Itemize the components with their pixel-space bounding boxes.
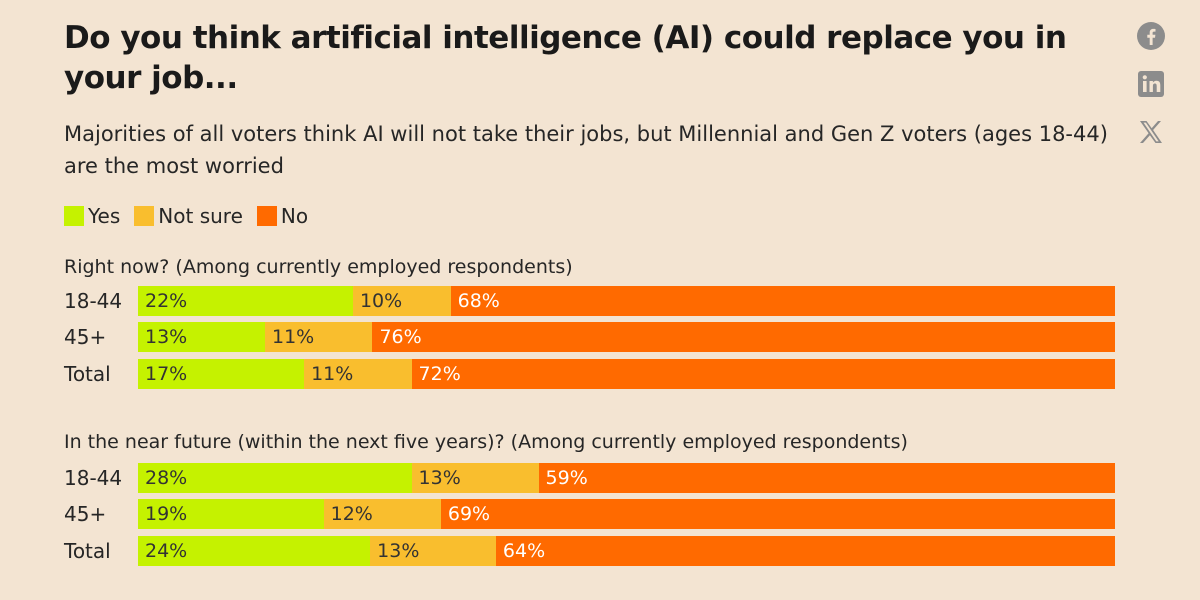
bar-segment-no: 64%	[495, 536, 1115, 566]
legend-label-not-sure: Not sure	[158, 204, 243, 228]
panel-title-2: In the near future (within the next five…	[64, 431, 908, 453]
bar-row: 19% 12% 69%	[138, 499, 1115, 529]
bar-row: 28% 13% 59%	[138, 463, 1115, 493]
data-label: 69%	[447, 503, 491, 525]
legend-swatch-yes	[64, 206, 84, 226]
data-label: 11%	[311, 363, 354, 385]
bar-segment-not-sure: 11%	[304, 359, 412, 389]
data-label: 24%	[145, 540, 188, 562]
data-label: 13%	[145, 326, 188, 348]
bar-segment-not-sure: 11%	[265, 322, 373, 352]
facebook-icon	[1137, 22, 1165, 50]
data-label: 72%	[418, 363, 461, 385]
data-label: 68%	[457, 290, 500, 312]
x-icon	[1140, 121, 1162, 143]
category-label-45: 45+	[64, 502, 107, 526]
bar-segment-no: 69%	[440, 499, 1115, 529]
data-label: 22%	[145, 290, 188, 312]
bar-segment-not-sure: 13%	[370, 536, 496, 566]
bar-segment-yes: 17%	[138, 359, 305, 389]
legend-label-yes: Yes	[88, 204, 121, 228]
bar-segment-no: 76%	[372, 322, 1115, 352]
x-share-button[interactable]	[1134, 115, 1168, 149]
bar-segment-yes: 22%	[138, 286, 353, 316]
legend-item-yes: Yes	[64, 204, 120, 228]
bar-segment-yes: 28%	[138, 463, 412, 493]
category-label-18-44: 18-44	[64, 466, 123, 490]
legend: Yes Not sure No	[64, 202, 322, 230]
category-label-18-44: 18-44	[64, 289, 123, 313]
facebook-share-button[interactable]	[1134, 19, 1168, 53]
bar-segment-not-sure: 13%	[411, 463, 539, 493]
bar-row: 22% 10% 68%	[138, 286, 1115, 316]
bar-row: 13% 11% 76%	[138, 322, 1115, 352]
bar-segment-no: 68%	[450, 286, 1115, 316]
chart-title: Do you think artificial intelligence (AI…	[64, 20, 1067, 96]
legend-swatch-no	[256, 206, 277, 226]
legend-swatch-not-sure	[134, 206, 155, 226]
bar-row: 24% 13% 64%	[138, 536, 1115, 566]
data-label: 76%	[379, 326, 422, 348]
data-label: 12%	[330, 503, 373, 525]
data-label: 59%	[545, 467, 588, 489]
linkedin-share-button[interactable]	[1134, 67, 1168, 101]
linkedin-icon	[1138, 71, 1164, 97]
category-label-total: Total	[64, 362, 111, 386]
legend-label-no: No	[280, 204, 309, 228]
bar-segment-not-sure: 10%	[352, 286, 451, 316]
data-label: 10%	[359, 290, 403, 312]
data-label: 19%	[145, 503, 188, 525]
bar-row: 17% 11% 72%	[138, 359, 1115, 389]
legend-item-no: No	[256, 204, 309, 228]
bar-segment-yes: 19%	[138, 499, 324, 529]
bar-segment-no: 72%	[411, 359, 1115, 389]
bar-segment-yes: 13%	[138, 322, 265, 352]
panel-title-1: Right now? (Among currently employed res…	[64, 256, 573, 278]
data-label: 11%	[272, 326, 315, 348]
data-label: 13%	[418, 467, 461, 489]
category-label-45: 45+	[64, 325, 107, 349]
bar-segment-no: 59%	[538, 463, 1115, 493]
legend-item-not-sure: Not sure	[134, 204, 243, 228]
bar-segment-yes: 24%	[138, 536, 371, 566]
category-label-total: Total	[64, 539, 111, 563]
data-label: 28%	[145, 467, 188, 489]
chart-subtitle: Majorities of all voters think AI will n…	[64, 122, 1108, 178]
data-label: 64%	[502, 540, 546, 562]
data-label: 13%	[377, 540, 420, 562]
data-label: 17%	[145, 363, 188, 385]
bar-segment-not-sure: 12%	[323, 499, 441, 529]
